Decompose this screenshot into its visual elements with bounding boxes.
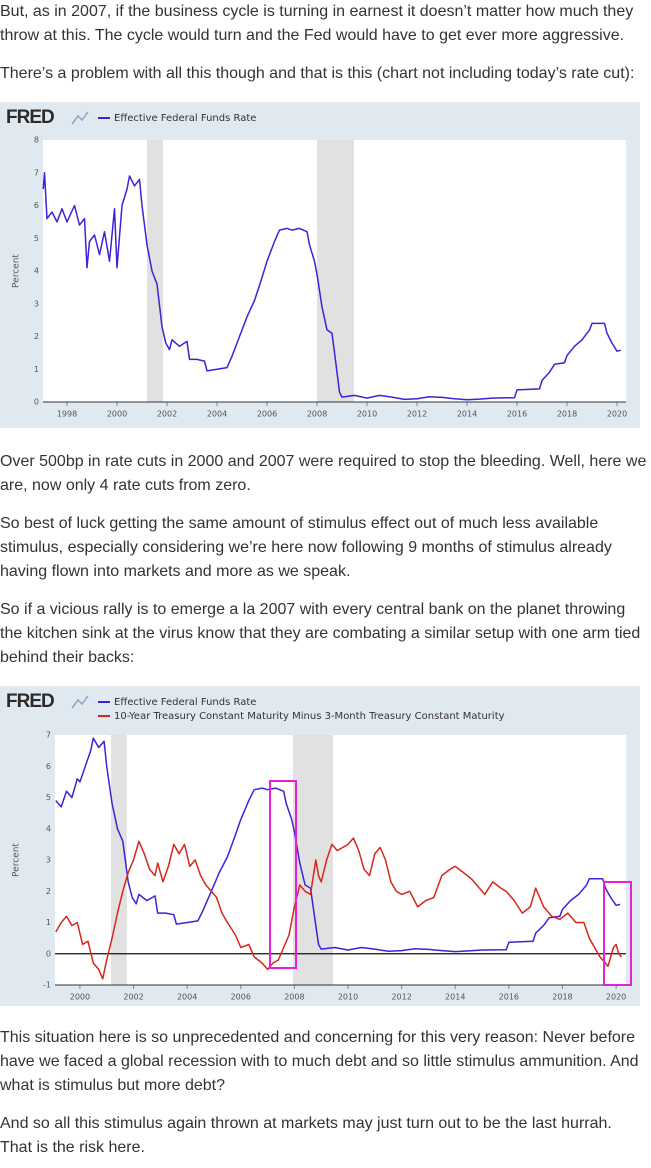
- y-tick-label: 7: [46, 731, 51, 740]
- legend-label: 10-Year Treasury Constant Maturity Minus…: [114, 711, 505, 722]
- series-line: [55, 837, 622, 980]
- series-line: [55, 737, 621, 953]
- x-tick-label: 2018: [552, 993, 572, 1002]
- highlight-box: [269, 780, 297, 969]
- y-tick-label: 1: [34, 365, 39, 374]
- x-tick-label: 1998: [57, 410, 77, 419]
- y-tick-label: 0: [46, 949, 51, 958]
- x-tick-label: 2014: [445, 993, 465, 1002]
- y-tick-label: 6: [34, 201, 39, 210]
- x-tick-label: 2016: [499, 993, 519, 1002]
- x-tick-label: 2016: [507, 410, 527, 419]
- x-tick-label: 2020: [607, 410, 627, 419]
- logo: FRED: [6, 691, 54, 712]
- y-tick-label: 4: [34, 267, 39, 276]
- paragraph: There’s a problem with all this though a…: [0, 65, 635, 82]
- logo: FRED: [6, 107, 54, 128]
- x-tick-label: 2010: [357, 410, 377, 419]
- x-tick-label: 2004: [177, 993, 197, 1002]
- x-tick-label: 2006: [231, 993, 251, 1002]
- y-tick-label: 5: [46, 793, 51, 802]
- paragraph: But, as in 2007, if the business cycle i…: [0, 3, 634, 44]
- logo-mark: [71, 111, 89, 125]
- x-tick-label: 2018: [557, 410, 577, 419]
- y-tick-label: 6: [46, 762, 51, 771]
- x-tick-label: 2002: [157, 410, 177, 419]
- paragraph: And so all this stimulus again thrown at…: [0, 1115, 612, 1156]
- legend-label: Effective Federal Funds Rate: [114, 113, 256, 124]
- paragraph: So best of luck getting the same amount …: [0, 515, 612, 580]
- x-tick-label: 2010: [338, 993, 358, 1002]
- legend-label: Effective Federal Funds Rate: [114, 697, 256, 708]
- x-tick-label: 2008: [284, 993, 304, 1002]
- x-tick-label: 2020: [606, 993, 626, 1002]
- paragraph: Over 500bp in rate cuts in 2000 and 2007…: [0, 453, 647, 494]
- x-tick-label: 2002: [123, 993, 143, 1002]
- x-tick-label: 2004: [207, 410, 227, 419]
- y-axis-label: Percent: [12, 843, 22, 877]
- y-tick-label: 2: [46, 887, 51, 896]
- y-tick-label: 3: [34, 299, 39, 308]
- y-tick-label: 5: [34, 234, 39, 243]
- x-tick-label: 2008: [307, 410, 327, 419]
- chart: FRED Effective Federal Funds Rate 10-Year …: [0, 686, 640, 1006]
- x-tick-label: 2014: [457, 410, 477, 419]
- logo-icon: [71, 695, 89, 709]
- x-tick-label: 2012: [407, 410, 427, 419]
- y-tick-label: 0: [34, 398, 39, 407]
- chart: FRED Effective Federal Funds Rate Percent 0…: [0, 102, 640, 428]
- paragraph: So if a vicious rally is to emerge a la …: [0, 601, 641, 666]
- y-tick-label: 2: [34, 332, 39, 341]
- x-tick-label: 2006: [257, 410, 277, 419]
- logo-mark: [71, 695, 89, 709]
- x-tick-label: 2000: [107, 410, 127, 419]
- y-tick-label: 8: [34, 136, 39, 145]
- y-tick-label: -1: [43, 981, 51, 990]
- logo-icon: [71, 111, 89, 125]
- y-tick-label: 3: [46, 856, 51, 865]
- y-axis-label: Percent: [12, 254, 22, 288]
- plot-area: [55, 735, 626, 985]
- paragraph: This situation here is so unprecedented …: [0, 1029, 639, 1094]
- recession-band: [111, 735, 127, 985]
- highlight-box: [603, 881, 632, 986]
- recession-band: [147, 140, 163, 402]
- y-tick-label: 4: [46, 824, 51, 833]
- y-tick-label: 1: [46, 918, 51, 927]
- x-tick-label: 2000: [70, 993, 90, 1002]
- series-line: [42, 172, 621, 401]
- x-tick-label: 2012: [391, 993, 411, 1002]
- y-tick-label: 7: [34, 168, 39, 177]
